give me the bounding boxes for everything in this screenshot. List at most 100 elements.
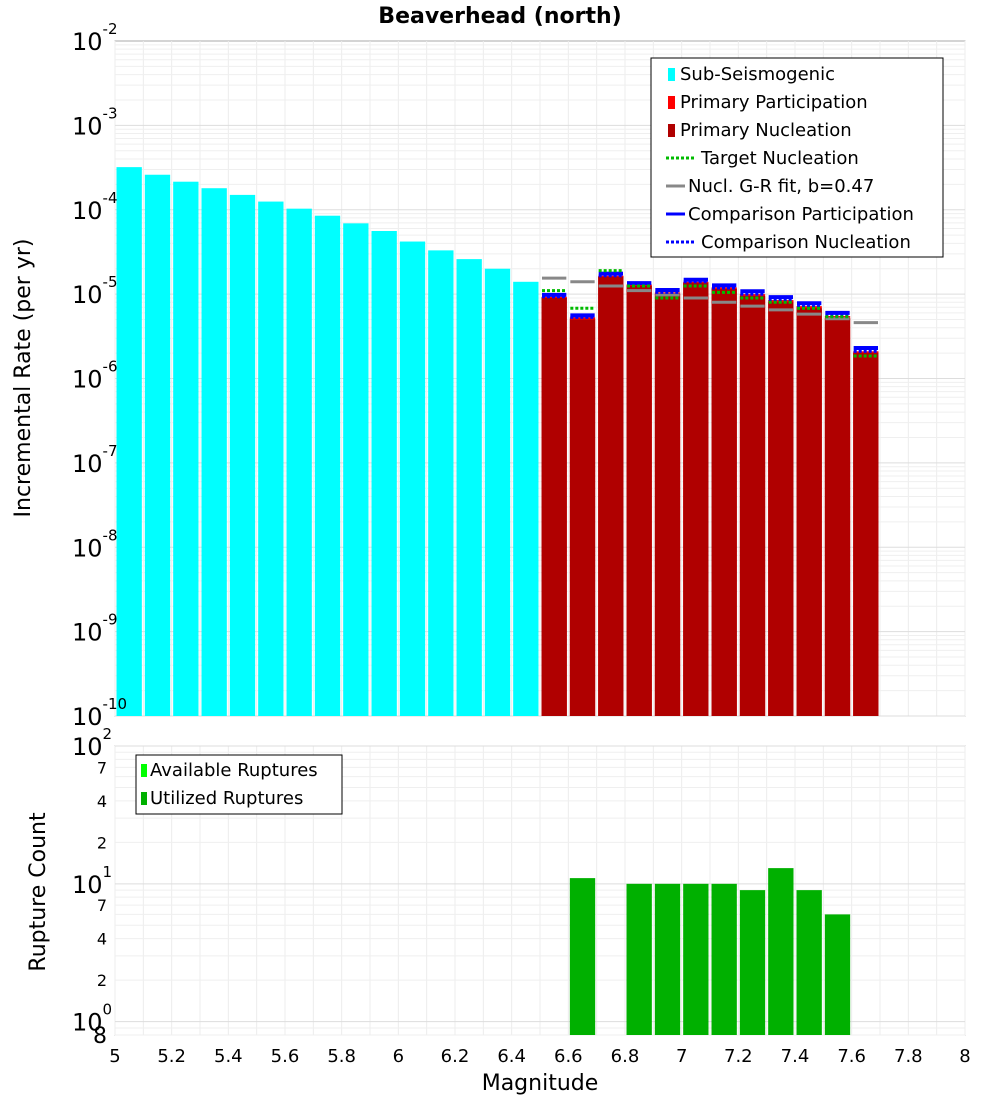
sub-seismogenic-bar [116, 167, 142, 716]
primary-nucleation-bar [853, 353, 879, 716]
bottom-legend-box [135, 754, 343, 815]
legend-label: Available Ruptures [150, 760, 318, 781]
sub-seismogenic-bar [456, 259, 482, 716]
legend-swatch [141, 792, 147, 805]
primary-nucleation-bar [654, 294, 681, 716]
x-tick-label: 7.6 [837, 1046, 866, 1067]
x-tick-label: 5.6 [271, 1046, 300, 1067]
x-tick-label: 5.4 [214, 1046, 243, 1067]
legend-swatch [668, 124, 675, 137]
top-legend: Sub-Seismogenic Primary Participation Prim… [650, 57, 944, 258]
top-y-tick-label: 10-9 [72, 611, 118, 647]
sub-seismogenic-bar [484, 268, 511, 716]
legend-swatch [668, 96, 675, 109]
primary-nucleation-bar [739, 296, 766, 716]
legend-swatch [668, 68, 675, 81]
bottom-y-minor-tick-label: 8 [93, 1024, 107, 1049]
primary-nucleation-bar [796, 308, 822, 716]
top-y-tick-label: 10-5 [72, 273, 118, 309]
sub-seismogenic-bar [371, 230, 397, 716]
legend-swatch [141, 764, 147, 777]
top-y-tick-label: 10-2 [72, 20, 118, 56]
x-tick-label: 7.2 [724, 1046, 753, 1067]
x-tick-label: 7 [676, 1046, 687, 1067]
sub-seismogenic-bar [201, 188, 227, 717]
top-plot: 10-10 10-9 10-8 10-7 10-6 10-5 10-4 10-3 10-2 In… [11, 20, 966, 731]
chart-title: Beaverhead (north) [378, 4, 621, 29]
top-legend-box [650, 57, 944, 258]
legend-label: Sub-Seismogenic [680, 64, 835, 85]
bottom-plot: 100 101 102 8 2 4 7 2 4 7 5 5.2 5.4 5.6 5.8 6 6.2 6.4 6.6… [26, 725, 971, 1096]
bottom-bars [569, 868, 851, 1035]
primary-nucleation-bar [711, 289, 737, 716]
top-y-tick-label: 10-3 [72, 104, 118, 140]
utilized-ruptures-bar [569, 878, 596, 1035]
bottom-y-minor-tick-label: 2 [97, 971, 107, 990]
bottom-y-axis-label: Rupture Count [26, 812, 51, 972]
x-tick-labels: 5 5.2 5.4 5.6 5.8 6 6.2 6.4 6.6 6.8 7 7.2 7.4 7.6 7.8 8 [109, 1046, 970, 1067]
bottom-y-minor-tick-label: 7 [97, 896, 107, 915]
top-y-tick-labels: 10-10 10-9 10-8 10-7 10-6 10-5 10-4 10-3 10-2 [72, 20, 127, 731]
bottom-y-minor-tick-label: 2 [97, 833, 107, 852]
legend-label: Nucl. G-R fit, b=0.47 [688, 176, 874, 197]
top-y-tick-label: 10-6 [72, 358, 118, 394]
utilized-ruptures-bar [711, 883, 737, 1035]
bottom-legend: Available Ruptures Utilized Ruptures [135, 754, 343, 815]
bottom-y-minor-tick-label: 4 [97, 930, 107, 949]
x-tick-label: 5.8 [327, 1046, 356, 1067]
bottom-y-major-tick-label: 101 [72, 863, 112, 899]
top-y-tick-label: 10-7 [72, 442, 118, 478]
top-y-tick-label: 10-8 [72, 526, 118, 562]
x-tick-label: 6.4 [497, 1046, 526, 1067]
primary-nucleation-bar [683, 283, 709, 716]
primary-nucleation-bar [824, 318, 851, 716]
x-tick-label: 6 [393, 1046, 404, 1067]
legend-label: Primary Nucleation [680, 120, 852, 141]
x-tick-label: 7.4 [781, 1046, 810, 1067]
sub-seismogenic-bar [173, 181, 199, 716]
sub-seismogenic-bar [513, 281, 539, 716]
top-y-axis-label: Incremental Rate (per yr) [11, 239, 36, 518]
x-tick-label: 6.2 [441, 1046, 470, 1067]
legend-label: Target Nucleation [700, 148, 859, 169]
legend-label: Primary Participation [680, 92, 868, 113]
bottom-y-major-tick-label: 100 [72, 1001, 112, 1037]
x-tick-label: 6.6 [554, 1046, 583, 1067]
x-tick-label: 6.8 [611, 1046, 640, 1067]
legend-label: Utilized Ruptures [150, 788, 303, 809]
bottom-y-major-tick-label: 102 [72, 725, 112, 761]
x-tick-label: 5 [109, 1046, 120, 1067]
sub-seismogenic-bar [286, 208, 312, 716]
x-tick-label: 7.8 [894, 1046, 923, 1067]
sub-seismogenic-bar [229, 194, 256, 716]
sub-seismogenic-bar [428, 250, 454, 717]
bottom-y-minor-tick-label: 7 [97, 758, 107, 777]
bottom-y-tick-labels: 100 101 102 8 2 4 7 2 4 7 [72, 725, 112, 1049]
utilized-ruptures-bar [824, 914, 851, 1035]
sub-seismogenic-bar [144, 174, 171, 716]
sub-seismogenic-bar [258, 201, 284, 716]
legend-label: Comparison Participation [688, 204, 914, 225]
sub-seismogenic-bar [343, 223, 369, 716]
top-line-segments [542, 269, 878, 358]
primary-nucleation-bar [768, 302, 794, 716]
utilized-ruptures-bar [768, 868, 794, 1035]
legend-label: Comparison Nucleation [701, 232, 911, 253]
primary-nucleation-bar [541, 297, 567, 716]
top-bars [116, 167, 879, 717]
utilized-ruptures-bar [654, 883, 681, 1035]
x-tick-label: 8 [959, 1046, 970, 1067]
top-y-tick-label: 10-4 [72, 189, 118, 225]
x-tick-label: 5.2 [157, 1046, 186, 1067]
utilized-ruptures-bar [626, 883, 652, 1035]
bottom-y-minor-tick-label: 4 [97, 792, 107, 811]
primary-nucleation-bar [569, 319, 596, 716]
top-y-tick-label: 10-10 [72, 695, 127, 731]
primary-nucleation-bar [626, 285, 652, 716]
utilized-ruptures-bar [739, 890, 766, 1035]
utilized-ruptures-bar [796, 890, 822, 1035]
primary-nucleation-bar [598, 276, 624, 716]
utilized-ruptures-bar [683, 883, 709, 1035]
x-axis-label: Magnitude [482, 1071, 599, 1096]
